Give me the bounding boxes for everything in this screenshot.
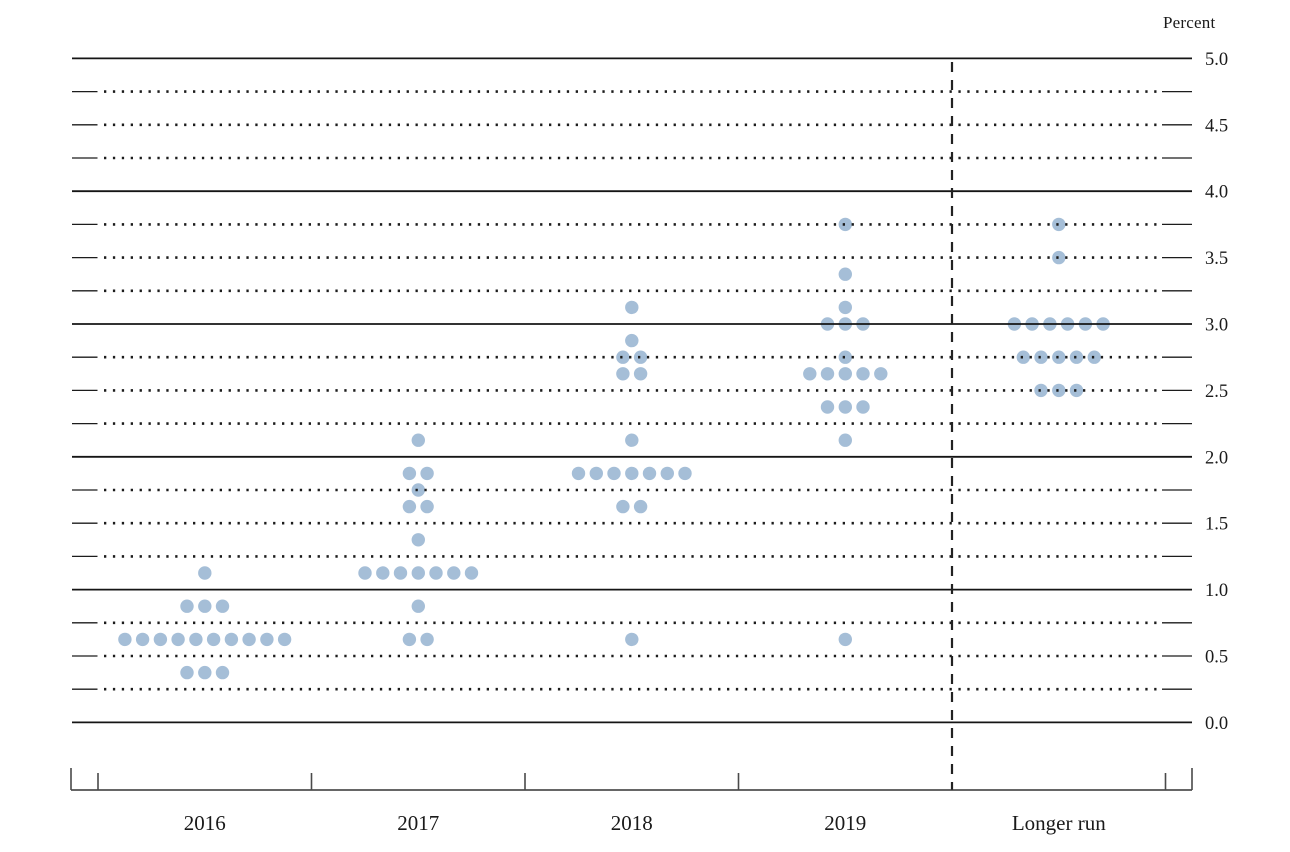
projection-dot — [402, 499, 417, 514]
projection-dot — [189, 632, 203, 647]
projection-dot — [198, 566, 212, 580]
projection-dot — [260, 632, 274, 647]
y-axis-tick-label: 0.5 — [1205, 648, 1228, 668]
y-axis-tick-label: 2.5 — [1205, 382, 1228, 402]
projection-dot — [402, 632, 417, 647]
projection-dot — [198, 665, 212, 680]
projection-dot — [616, 350, 630, 364]
projection-dot — [411, 533, 425, 547]
y-axis-tick-label: 5.0 — [1205, 50, 1228, 70]
x-axis-category-label: Longer run — [1012, 811, 1106, 835]
y-axis-tick-label: 4.0 — [1205, 183, 1228, 203]
projection-dot — [1069, 383, 1084, 398]
projection-dot — [838, 217, 852, 232]
projection-dot — [393, 566, 408, 580]
projection-dot — [1052, 217, 1066, 232]
projection-dot — [224, 632, 239, 647]
projection-dot — [1016, 350, 1030, 364]
projection-dot — [589, 466, 603, 481]
y-axis-tick-label: 2.0 — [1205, 448, 1228, 468]
projection-dot — [1069, 350, 1084, 364]
projection-dot — [571, 466, 586, 481]
projection-dot — [874, 367, 888, 381]
projection-dot — [464, 566, 479, 580]
projection-dot — [153, 632, 168, 647]
projection-dot — [376, 566, 390, 580]
projection-dot — [838, 367, 852, 381]
projection-dot — [411, 483, 425, 497]
projection-dot — [625, 466, 639, 481]
projection-dot — [856, 400, 870, 414]
x-axis-category-label: 2019 — [824, 811, 866, 835]
projection-dot — [820, 367, 835, 381]
projection-dot — [420, 466, 434, 481]
projection-dot — [1087, 350, 1102, 364]
projection-dot — [820, 400, 835, 414]
projection-dot — [171, 632, 185, 647]
projection-dot — [1034, 350, 1048, 364]
projection-dot — [1052, 383, 1066, 398]
projection-dot — [838, 433, 852, 447]
y-axis-tick-label: 0.0 — [1205, 714, 1228, 734]
projection-dot — [411, 566, 425, 580]
projection-dot — [633, 367, 648, 381]
projection-dot — [642, 466, 657, 481]
projection-dot — [118, 632, 132, 647]
projection-dot — [633, 499, 648, 514]
projection-dot — [838, 300, 852, 315]
projection-dot — [420, 632, 434, 647]
y-axis-tick-label: 3.0 — [1205, 316, 1228, 336]
projection-dot — [678, 466, 692, 481]
projection-dot — [242, 632, 256, 647]
projection-dot — [625, 333, 639, 348]
projection-dot — [206, 632, 221, 647]
projection-dot — [838, 267, 852, 281]
projection-dot — [135, 632, 150, 647]
projection-dot — [625, 433, 639, 447]
projection-dot — [215, 599, 230, 613]
projection-dot — [633, 350, 648, 364]
projection-dot — [856, 367, 870, 381]
projection-dot — [198, 599, 212, 613]
projection-dot — [277, 632, 292, 647]
projection-dot — [660, 466, 674, 481]
projection-dot — [1052, 250, 1066, 265]
y-axis-tick-label: 1.5 — [1205, 515, 1228, 535]
projection-dot — [616, 499, 630, 514]
projection-dot — [607, 466, 621, 481]
projection-dot — [215, 665, 230, 680]
projection-dot — [838, 632, 852, 647]
y-axis-tick-label: 1.0 — [1205, 581, 1228, 601]
y-axis-unit-label: Percent — [1163, 13, 1216, 32]
projection-dot — [411, 599, 425, 613]
projection-dot — [358, 566, 372, 580]
projection-dot — [616, 367, 630, 381]
projection-dot — [411, 433, 425, 447]
projection-dot — [838, 350, 852, 364]
projection-dot — [180, 665, 194, 680]
x-axis-category-label: 2016 — [184, 811, 226, 835]
projection-dot — [447, 566, 461, 580]
projection-dot — [1052, 350, 1066, 364]
projection-dot — [402, 466, 417, 481]
projection-dot — [625, 300, 639, 315]
x-axis-category-label: 2017 — [397, 811, 439, 835]
projection-dot — [429, 566, 443, 580]
projection-dot — [838, 400, 852, 414]
projection-dot — [1034, 383, 1048, 398]
y-axis-tick-label: 3.5 — [1205, 249, 1228, 269]
projection-dot — [625, 632, 639, 647]
projection-dot — [180, 599, 194, 613]
projection-dot — [420, 499, 434, 514]
projection-dot — [803, 367, 817, 381]
y-axis-tick-label: 4.5 — [1205, 116, 1228, 136]
x-axis-category-label: 2018 — [611, 811, 653, 835]
